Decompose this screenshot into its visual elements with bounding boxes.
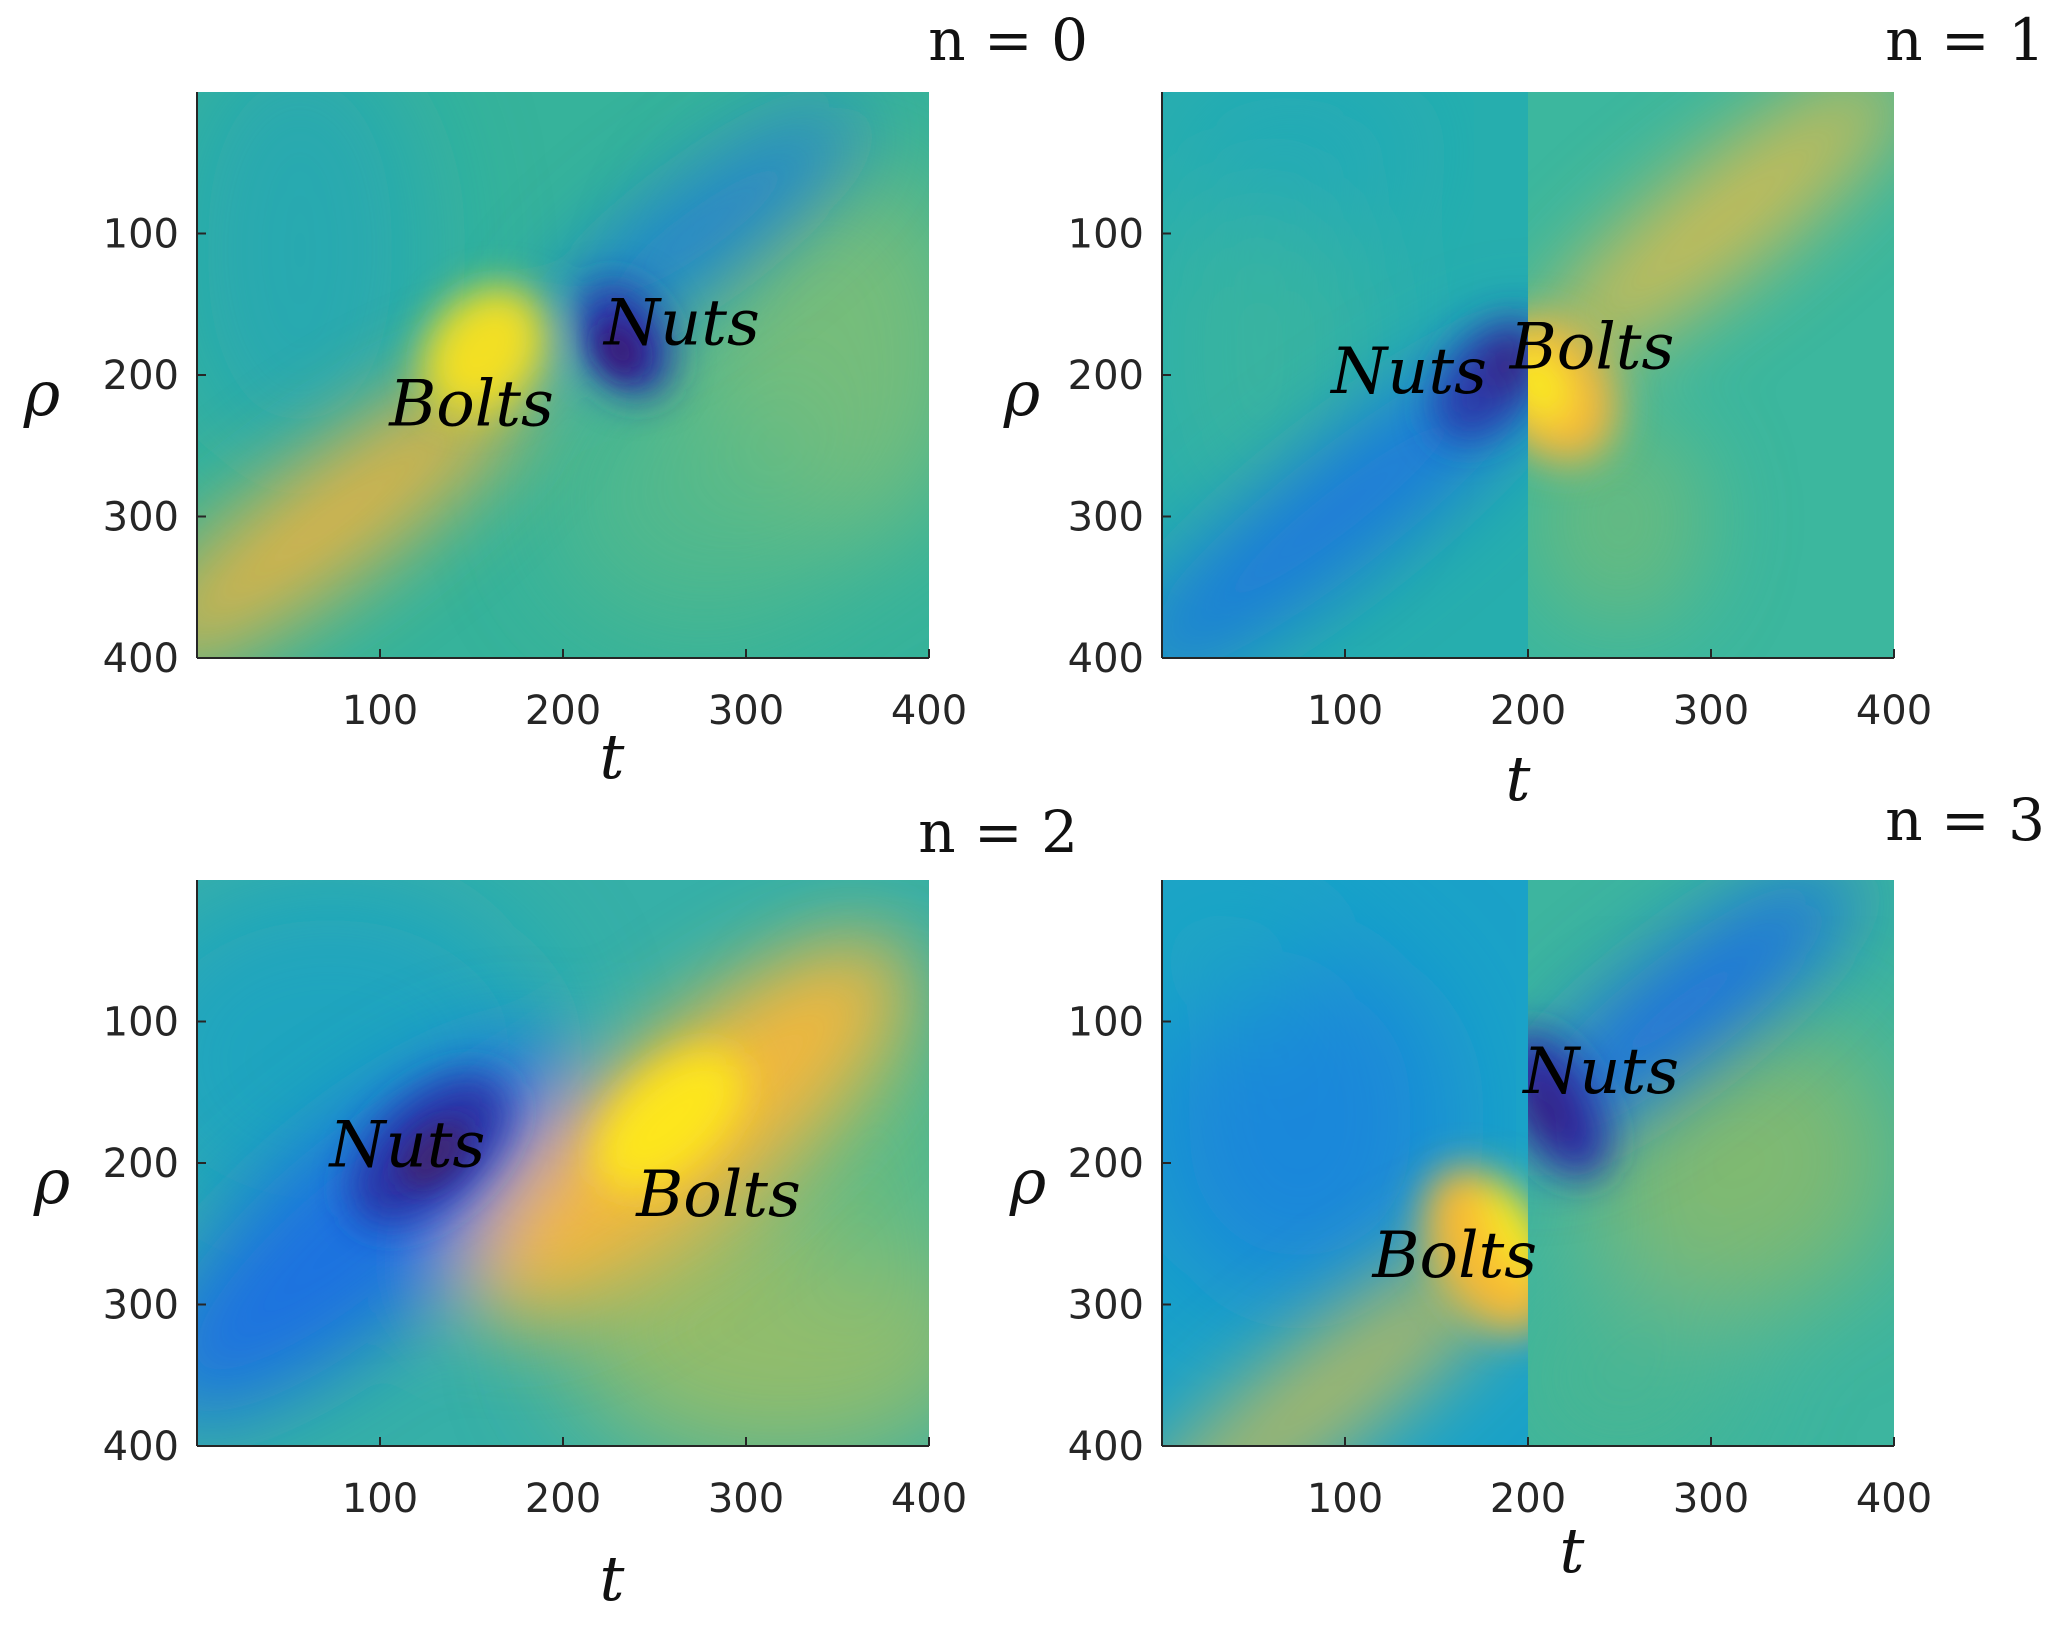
heatmap-n2 bbox=[197, 880, 929, 1446]
y-tick-label: 400 bbox=[103, 1424, 179, 1470]
y-tick-label: 200 bbox=[1068, 1141, 1144, 1187]
x-tick-label: 200 bbox=[525, 1476, 601, 1522]
annotation-bolts: Bolts bbox=[1372, 1219, 1538, 1293]
x-tick-label: 100 bbox=[342, 1476, 418, 1522]
panel-title: n = 0 bbox=[928, 6, 1088, 74]
heatmap-n3 bbox=[1162, 880, 1894, 1446]
annotation-nuts: Nuts bbox=[1521, 1035, 1679, 1109]
x-tick-label: 400 bbox=[1856, 688, 1932, 734]
y-axis-label: ρ bbox=[1009, 1145, 1046, 1218]
x-tick-label: 100 bbox=[342, 688, 418, 734]
panel-title: n = 2 bbox=[918, 798, 1078, 866]
x-tick-label: 400 bbox=[891, 1476, 967, 1522]
y-tick-label: 300 bbox=[103, 495, 179, 541]
y-axis-label: ρ bbox=[1003, 357, 1040, 430]
panel-n2 bbox=[197, 880, 929, 1446]
x-tick-label: 100 bbox=[1307, 1476, 1383, 1522]
annotation-nuts: Nuts bbox=[328, 1109, 486, 1183]
x-tick-label: 100 bbox=[1307, 688, 1383, 734]
y-axis-label: ρ bbox=[33, 1145, 70, 1218]
panel-n0 bbox=[197, 92, 929, 658]
axes-n2: 100 200 300 400 100 200 300 400 n = 2 t ρ Nuts Bolts bbox=[33, 798, 1078, 1615]
y-tick-label: 200 bbox=[103, 1141, 179, 1187]
x-axis-label: t bbox=[600, 720, 625, 793]
x-axis-label: t bbox=[600, 1542, 625, 1615]
annotation-nuts: Nuts bbox=[602, 287, 760, 361]
x-tick-label: 300 bbox=[1673, 1476, 1749, 1522]
y-tick-label: 200 bbox=[103, 353, 179, 399]
annotation-bolts: Bolts bbox=[1509, 311, 1675, 385]
y-tick-label: 300 bbox=[103, 1283, 179, 1329]
panel-n3 bbox=[1162, 880, 1894, 1446]
axes-n1: 100 200 300 400 100 200 300 400 n = 1 t ρ Nuts Bolts bbox=[1003, 6, 2045, 815]
x-tick-label: 200 bbox=[525, 688, 601, 734]
heatmap-n0 bbox=[197, 92, 929, 658]
x-tick-label: 200 bbox=[1490, 1476, 1566, 1522]
y-tick-label: 300 bbox=[1068, 495, 1144, 541]
y-tick-label: 100 bbox=[103, 1000, 179, 1046]
y-tick-label: 400 bbox=[1068, 1424, 1144, 1470]
annotation-nuts: Nuts bbox=[1329, 335, 1487, 409]
axes-n3: 100 200 300 400 100 200 300 400 n = 3 t ρ Nuts Bolts bbox=[1009, 786, 2045, 1587]
x-axis-label: t bbox=[1506, 742, 1531, 815]
x-tick-label: 300 bbox=[708, 688, 784, 734]
x-tick-label: 400 bbox=[891, 688, 967, 734]
y-tick-label: 300 bbox=[1068, 1283, 1144, 1329]
annotation-bolts: Bolts bbox=[388, 367, 554, 441]
y-axis-label: ρ bbox=[23, 357, 60, 430]
heatmap-n1 bbox=[1162, 92, 1894, 658]
panel-n1 bbox=[1162, 92, 1894, 658]
x-tick-label: 200 bbox=[1490, 688, 1566, 734]
panel-title: n = 3 bbox=[1885, 786, 2045, 854]
x-tick-label: 300 bbox=[1673, 688, 1749, 734]
y-tick-label: 100 bbox=[1068, 1000, 1144, 1046]
y-tick-label: 400 bbox=[1068, 636, 1144, 682]
axes-n0: 100 200 300 400 100 200 300 400 n = 0 t ρ Bolts Nuts bbox=[23, 6, 1088, 793]
y-tick-label: 400 bbox=[103, 636, 179, 682]
annotation-bolts: Bolts bbox=[635, 1158, 801, 1232]
y-tick-label: 100 bbox=[1068, 212, 1144, 258]
y-tick-label: 100 bbox=[103, 212, 179, 258]
x-axis-label: t bbox=[1560, 1514, 1585, 1587]
x-tick-label: 300 bbox=[708, 1476, 784, 1522]
panel-title: n = 1 bbox=[1885, 6, 2045, 74]
y-tick-label: 200 bbox=[1068, 353, 1144, 399]
x-tick-label: 400 bbox=[1856, 1476, 1932, 1522]
